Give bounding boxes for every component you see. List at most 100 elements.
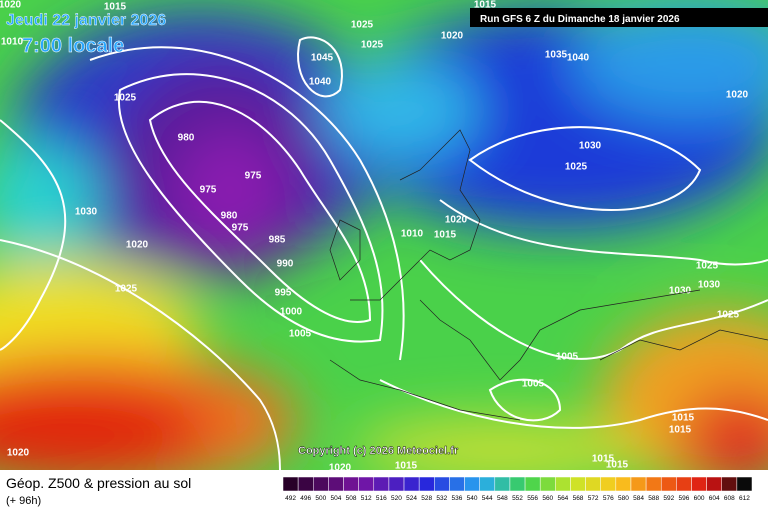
- copyright: Copyright (c) 2026 Meteociel.fr: [298, 445, 459, 457]
- scale-label: 508: [346, 495, 357, 502]
- scale-label: 548: [497, 495, 508, 502]
- isobar-label: 1020: [7, 448, 30, 459]
- isobar-label: 1015: [104, 2, 127, 13]
- run-info: Run GFS 6 Z du Dimanche 18 janvier 2026: [480, 14, 680, 25]
- scale-swatch: [282, 476, 299, 492]
- scale-swatch: [403, 476, 420, 492]
- isobar-label: 1025: [717, 310, 740, 321]
- scale-swatch: [600, 476, 617, 492]
- scale-swatch: [539, 476, 556, 492]
- scale-swatch: [676, 476, 692, 492]
- isobar-label: 1040: [567, 53, 590, 64]
- scale-label: 544: [482, 495, 493, 502]
- scale-swatch: [313, 476, 329, 492]
- scale-label: 608: [724, 495, 735, 502]
- scale-swatch: [585, 476, 601, 492]
- scale-label: 556: [527, 495, 538, 502]
- scale-swatch: [358, 476, 375, 492]
- scale-swatch: [464, 476, 480, 492]
- scale-label: 536: [452, 495, 463, 502]
- scale-swatch: [343, 476, 359, 492]
- scale-label: 492: [285, 495, 296, 502]
- scale-swatch: [736, 476, 753, 492]
- isobar-label: 1030: [579, 141, 602, 152]
- scale-swatch: [434, 476, 450, 492]
- scale-swatch: [691, 476, 707, 492]
- scale-label: 576: [603, 495, 614, 502]
- scale-swatch: [555, 476, 571, 492]
- isobar-label: 975: [245, 171, 262, 182]
- scale-label: 568: [573, 495, 584, 502]
- isobar-label: 1010: [1, 37, 24, 48]
- isobar-label: 1045: [311, 53, 334, 64]
- isobar-label: 1030: [698, 280, 721, 291]
- scale-label: 528: [421, 495, 432, 502]
- scale-label: 540: [467, 495, 478, 502]
- isobar-label: 1015: [395, 461, 418, 472]
- isobar-label: 1025: [114, 93, 137, 104]
- isobar-label: 1020: [726, 90, 749, 101]
- scale-swatch: [328, 476, 344, 492]
- scale-label: 504: [331, 495, 342, 502]
- scale-label: 552: [512, 495, 523, 502]
- isobar-label: 1040: [309, 77, 332, 88]
- scale-swatch: [630, 476, 647, 492]
- isobar-label: 1030: [669, 286, 692, 297]
- geopotential-field: [0, 0, 768, 490]
- scale-label: 580: [618, 495, 629, 502]
- footer-lead: (+ 96h): [6, 495, 41, 507]
- scale-label: 564: [557, 495, 568, 502]
- isobar-label: 1025: [565, 162, 588, 173]
- isobar-label: 1020: [329, 463, 352, 474]
- isobars: [0, 36, 768, 471]
- scale-label: 520: [391, 495, 402, 502]
- scale-label: 604: [709, 495, 720, 502]
- isobar-label: 1025: [351, 20, 374, 31]
- footer-title: Géop. Z500 & pression au sol: [6, 475, 191, 491]
- isobar-label: 1025: [696, 261, 719, 272]
- isobar-label: 1020: [0, 0, 22, 11]
- isobar-label: 1020: [126, 240, 149, 251]
- scale-swatch: [645, 476, 662, 492]
- scale-swatch: [388, 476, 405, 492]
- isobar-label: 985: [269, 235, 286, 246]
- isobar-label: 1015: [672, 413, 695, 424]
- scale-label: 532: [436, 495, 447, 502]
- isobar-label: 1005: [289, 329, 312, 340]
- forecast-date: Jeudi 22 janvier 2026: [6, 12, 166, 29]
- scale-swatch: [479, 476, 496, 492]
- scale-label: 512: [361, 495, 372, 502]
- isobar-label: 1015: [669, 425, 692, 436]
- scale-label: 588: [648, 495, 659, 502]
- isobar-label: 1025: [361, 40, 384, 51]
- scale-label: 584: [633, 495, 644, 502]
- scale-swatch: [418, 476, 435, 492]
- scale-swatch: [494, 476, 511, 492]
- isobar-label: 980: [221, 211, 238, 222]
- scale-swatch: [706, 476, 722, 492]
- scale-label: 560: [542, 495, 553, 502]
- scale-label: 496: [300, 495, 311, 502]
- isobar-label: 1020: [441, 31, 464, 42]
- isobar-label: 1015: [606, 460, 629, 471]
- color-scale: 492 496 500 504 508 512 516 520 524 528 532 536 540 5…: [282, 476, 753, 502]
- isobar-label: 1010: [401, 229, 424, 240]
- isobar-label: 1025: [115, 284, 138, 295]
- scale-swatch: [615, 476, 632, 492]
- scale-swatch: [721, 476, 738, 492]
- isobar-label: 1015: [434, 230, 457, 241]
- scale-swatch: [509, 476, 526, 492]
- scale-swatch: [524, 476, 541, 492]
- isobar-label: 1015: [474, 0, 497, 11]
- forecast-time: 7:00 locale: [22, 35, 124, 57]
- isobar-label: 1005: [522, 379, 545, 390]
- scale-swatch: [449, 476, 465, 492]
- scale-label: 592: [663, 495, 674, 502]
- isobar-label: 1000: [280, 307, 303, 318]
- scale-label: 600: [694, 495, 705, 502]
- scale-label: 596: [678, 495, 689, 502]
- scale-swatch: [297, 476, 314, 492]
- scale-label: 516: [376, 495, 387, 502]
